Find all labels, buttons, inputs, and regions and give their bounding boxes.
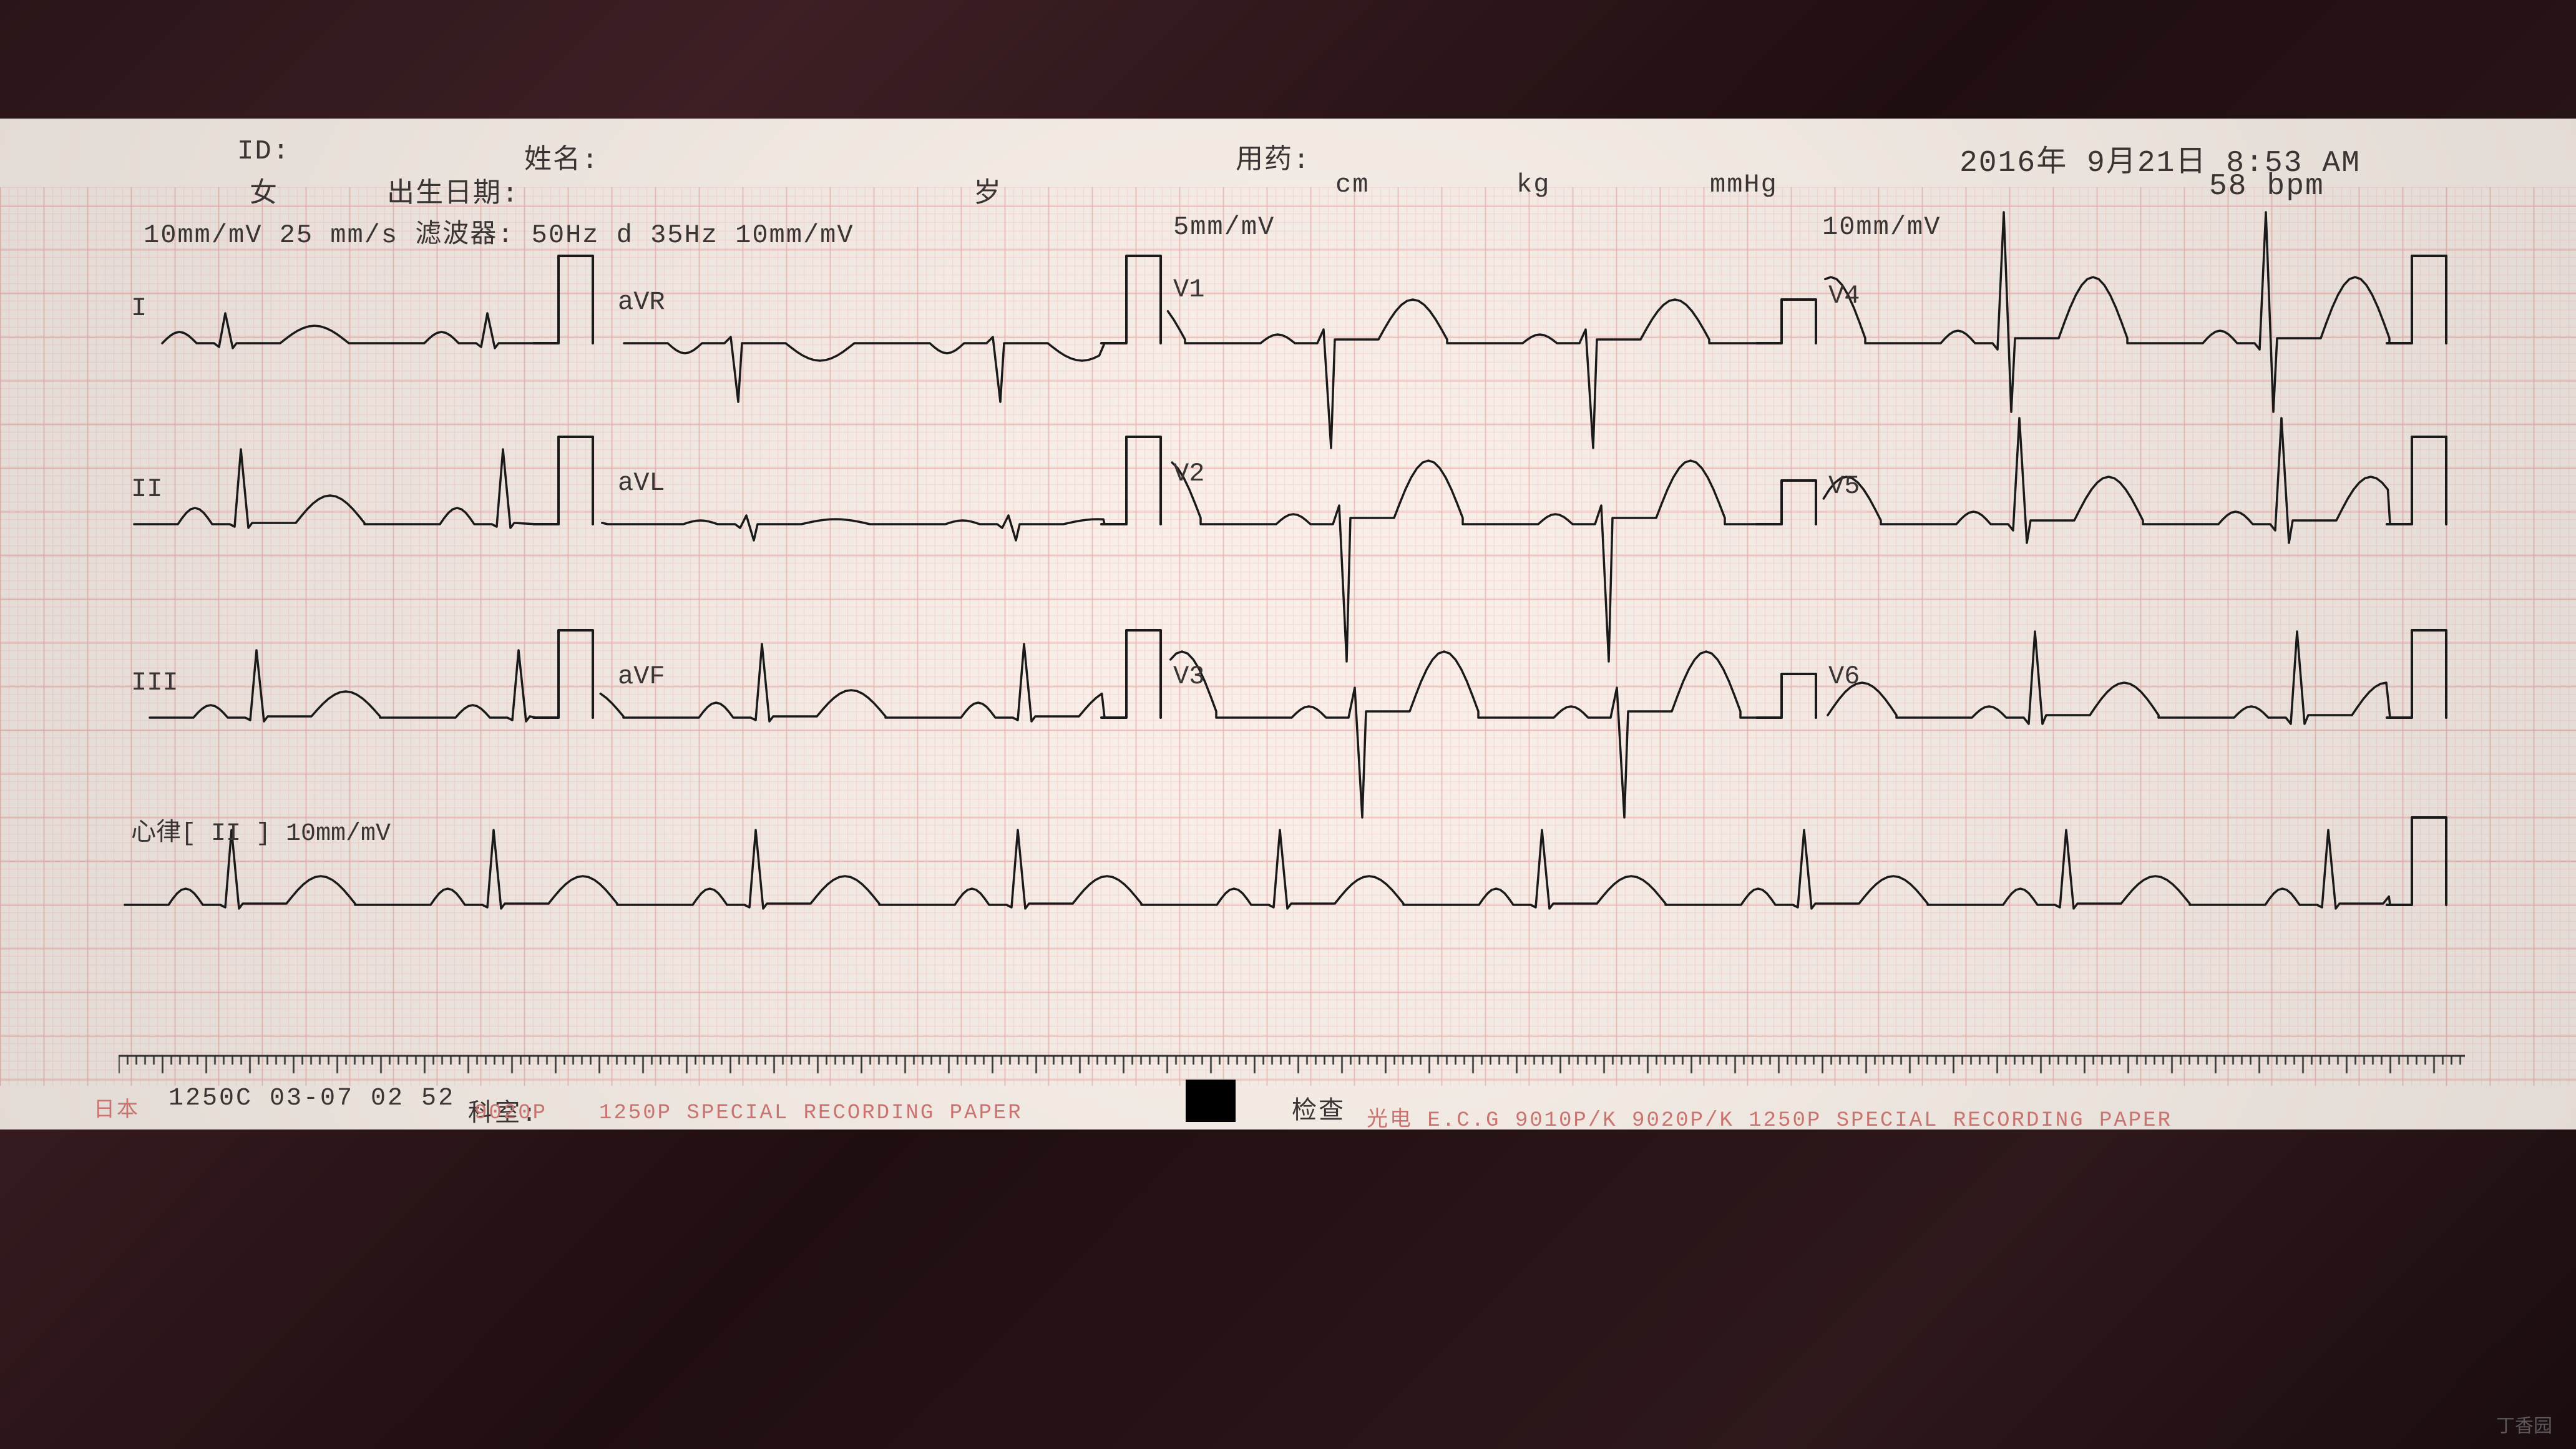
lead-label: V2	[1173, 459, 1204, 489]
ecg-trace	[534, 437, 593, 524]
text: 出生日期:	[387, 170, 519, 210]
ecg-trace	[1101, 437, 1161, 524]
ecg-trace	[1101, 630, 1161, 718]
watermark: 丁香园	[2496, 1410, 2552, 1438]
ecg-trace	[2387, 256, 2446, 343]
text: 10mm/mV 25 mm/s 滤波器: 50Hz d 35Hz 10mm/mV	[144, 212, 854, 250]
ecg-trace	[1757, 481, 1816, 524]
lead-label: III	[131, 668, 178, 698]
ecg-trace	[134, 449, 537, 528]
lead-label: aVL	[618, 468, 665, 498]
ecg-trace	[150, 650, 537, 721]
text: 女	[250, 170, 278, 210]
lead-label: aVF	[618, 661, 665, 691]
lead-label: V6	[1828, 661, 1860, 691]
ecg-trace	[2387, 630, 2446, 718]
text: 10mm/mV	[1822, 212, 1941, 242]
text: 姓名:	[524, 136, 599, 177]
ecg-trace	[600, 644, 1105, 721]
footer-text: 检查	[1292, 1090, 1345, 1126]
ecg-trace	[1168, 300, 1760, 448]
lead-label: V3	[1173, 661, 1204, 691]
ecg-trace	[1171, 651, 1760, 817]
text: 5mm/mV	[1173, 212, 1275, 242]
lead-label: V4	[1828, 281, 1860, 311]
lead-label: V1	[1173, 275, 1204, 305]
footer-text: 9020P	[474, 1101, 547, 1125]
ecg-trace	[1101, 256, 1161, 343]
ecg-trace	[624, 337, 1105, 402]
ecg-paper: IIIIIIaVRaVLaVFV1V2V3V4V5V6心律[ II ] 10mm…	[0, 119, 2576, 1129]
text: cm	[1335, 170, 1369, 200]
footer-text: 1250P SPECIAL RECORDING PAPER	[599, 1101, 1023, 1125]
footer-text: 1250C 03-07 02 52	[168, 1085, 455, 1113]
lead-label: V5	[1828, 471, 1860, 501]
lead-label: II	[131, 474, 162, 504]
ecg-trace	[1172, 461, 1760, 661]
ecg-trace	[1823, 418, 2390, 543]
ecg-trace	[1757, 300, 1816, 343]
lead-label: aVR	[618, 287, 665, 317]
paper-sync-mark	[1186, 1080, 1236, 1122]
lead-label: 心律[ II ] 10mm/mV	[131, 811, 391, 848]
text: 岁	[973, 170, 1002, 210]
ecg-trace	[2387, 437, 2446, 524]
footer-text: 日本	[94, 1092, 140, 1123]
ecg-trace	[1825, 212, 2390, 412]
text: mmHg	[1710, 170, 1778, 200]
ecg-trace	[602, 515, 1105, 540]
ecg-trace	[162, 313, 537, 348]
ecg-trace	[534, 256, 593, 343]
text: kg	[1516, 170, 1550, 200]
footer-text: 光电 E.C.G 9010P/K 9020P/K 1250P SPECIAL R…	[1367, 1101, 2172, 1133]
text: 58 bpm	[2209, 170, 2325, 203]
ecg-trace	[534, 630, 593, 718]
ecg-trace	[2387, 817, 2446, 905]
text: ID:	[237, 136, 290, 167]
ecg-trace	[125, 830, 2390, 909]
time-ruler	[119, 1055, 2465, 1077]
text: 用药:	[1236, 136, 1310, 177]
lead-label: I	[131, 293, 147, 323]
ecg-trace	[1828, 632, 2390, 724]
ecg-trace	[1757, 674, 1816, 718]
ecg-traces	[0, 119, 2576, 1129]
